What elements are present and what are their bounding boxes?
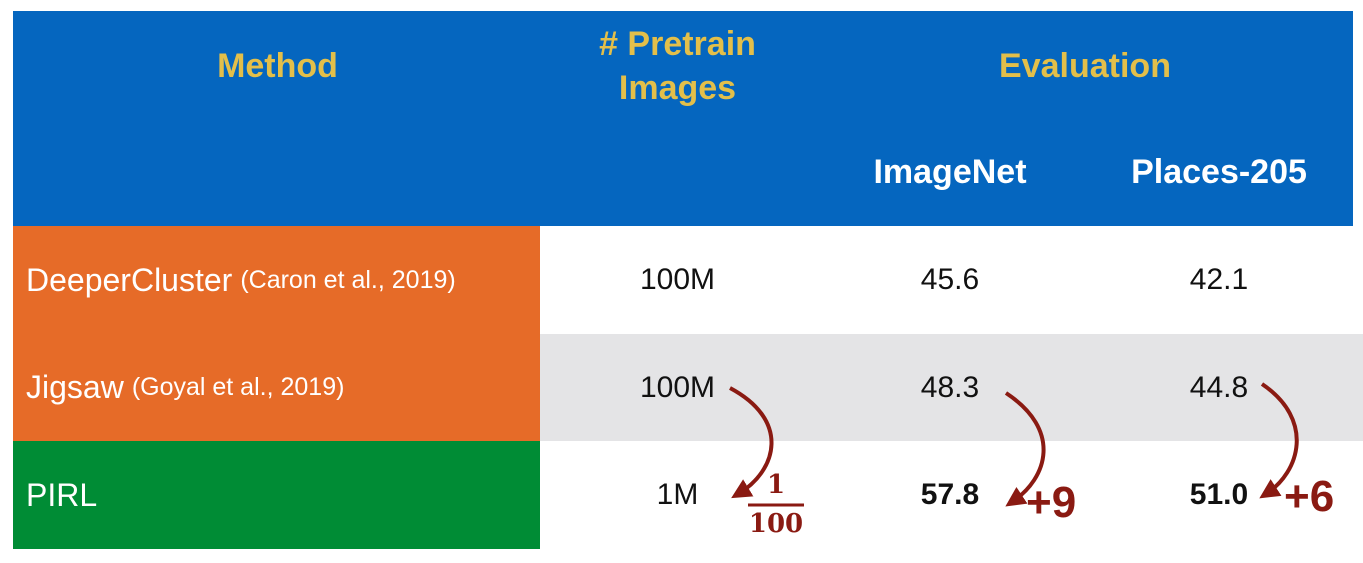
header-pretrain-line2: Images (618, 69, 737, 107)
method-name: PIRL (26, 476, 98, 513)
header-evaluation: Evaluation (999, 47, 1171, 85)
imagenet-gain: +9 (1026, 478, 1077, 527)
method-citation: (Caron et al., 2019) (240, 265, 456, 294)
places-cell: 44.8 (1189, 370, 1249, 404)
fraction-denominator: 100 (748, 509, 804, 539)
places-arrow (1259, 382, 1299, 499)
imagenet-arrow (1004, 391, 1046, 507)
pretrain-cell: 100M (639, 263, 716, 296)
row-stripe (540, 334, 1363, 441)
method-cell-deepercluster: DeeperCluster (Caron et al., 2019) (13, 226, 540, 334)
method-cell-jigsaw: Jigsaw (Goyal et al., 2019) (13, 334, 540, 441)
places-cell: 42.1 (1189, 263, 1249, 296)
method-cell-pirl: PIRL (13, 441, 540, 549)
header-pretrain-line1: # Pretrain (599, 25, 756, 63)
method-citation: (Goyal et al., 2019) (131, 373, 345, 401)
fraction-numerator: 1 (766, 470, 786, 500)
pretrain-cell: 1M (656, 478, 699, 511)
imagenet-cell: 45.6 (920, 263, 980, 296)
method-name: DeeperCluster (26, 261, 233, 298)
table-header (13, 11, 1353, 226)
header-imagenet: ImageNet (873, 153, 1027, 191)
header-places: Places-205 (1131, 153, 1307, 191)
places-gain: +6 (1284, 472, 1335, 521)
pretrain-arrow (729, 386, 774, 499)
method-name: Jigsaw (26, 369, 124, 405)
pretrain-cell: 100M (639, 370, 716, 404)
places-cell: 51.0 (1189, 478, 1249, 511)
imagenet-cell: 57.8 (920, 478, 980, 511)
header-method: Method (217, 47, 338, 85)
imagenet-cell: 48.3 (920, 370, 980, 404)
